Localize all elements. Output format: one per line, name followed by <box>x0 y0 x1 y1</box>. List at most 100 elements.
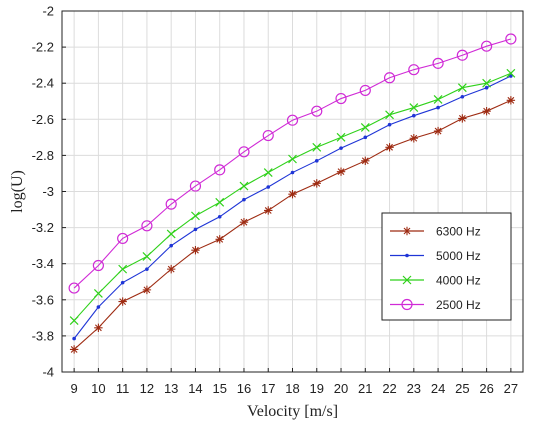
x-tick-label: 17 <box>261 381 275 396</box>
data-point <box>290 170 295 175</box>
x-tick-label: 9 <box>71 381 78 396</box>
data-point <box>456 49 468 61</box>
data-point <box>460 94 465 99</box>
x-tick-label: 14 <box>188 381 202 396</box>
y-tick-labels: -4 -3.8 -3.6 -3.4 -3.2 -3 -2.8 -2.6 -2.4 -2.2 -2 <box>32 4 54 380</box>
x-tick-label: 25 <box>455 381 469 396</box>
data-point <box>288 154 297 164</box>
data-point <box>481 40 493 52</box>
data-point <box>93 289 103 298</box>
data-point <box>142 285 152 295</box>
series-line <box>73 38 512 289</box>
data-point <box>238 146 250 158</box>
series-4000-hz <box>69 68 516 325</box>
x-tick-label: 23 <box>407 381 421 396</box>
data-point <box>385 143 394 152</box>
x-tick-labels: 9 10 11 12 13 14 15 16 17 18 19 20 21 22 23 24 25 26 27 <box>71 381 519 396</box>
data-point <box>191 245 200 255</box>
data-point <box>505 33 517 45</box>
legend-label: 4000 Hz <box>436 274 481 288</box>
legend-marker <box>405 253 409 258</box>
data-point <box>92 259 104 272</box>
x-tick-label: 11 <box>116 381 130 396</box>
data-point <box>484 85 489 90</box>
data-point <box>409 103 419 112</box>
x-tick-label: 13 <box>164 381 178 396</box>
data-point <box>409 134 419 143</box>
data-point <box>189 180 202 192</box>
data-point <box>94 323 103 332</box>
x-tick-label: 24 <box>431 381 445 396</box>
data-point <box>482 106 491 116</box>
data-point <box>336 167 346 176</box>
legend-label: 5000 Hz <box>436 249 481 263</box>
x-tick-label: 22 <box>382 381 396 396</box>
data-point <box>335 92 347 105</box>
data-point <box>118 297 127 306</box>
data-point <box>117 232 129 245</box>
x-tick-label: 15 <box>212 381 226 396</box>
y-tick-label: -3.2 <box>32 220 54 235</box>
data-point <box>436 105 440 110</box>
y-axis-label: log(U) <box>9 170 26 213</box>
x-tick-label: 12 <box>140 381 154 396</box>
data-point <box>166 229 176 239</box>
x-tick-label: 10 <box>91 381 105 396</box>
data-point <box>142 252 152 261</box>
x-tick-label: 26 <box>479 381 493 396</box>
data-point <box>239 217 249 227</box>
plot-area-frame <box>61 10 524 373</box>
y-tick-label: -2.6 <box>32 112 54 127</box>
x-tick-label: 27 <box>504 381 518 396</box>
data-point <box>312 142 322 152</box>
legend-marker <box>402 275 412 285</box>
legend-marker <box>402 226 412 236</box>
data-point <box>96 305 101 309</box>
data-point <box>506 68 516 78</box>
series-5000-hz <box>72 74 513 341</box>
legend-label: 6300 Hz <box>436 225 481 239</box>
data-point <box>193 227 198 232</box>
data-point <box>141 220 153 232</box>
data-point <box>359 84 371 97</box>
legend-item: 5000 Hz <box>390 249 481 263</box>
x-tick-label: 16 <box>237 381 251 396</box>
y-tick-label: -2.2 <box>32 40 54 55</box>
y-tick-label: -2.4 <box>32 76 54 91</box>
legend-marker <box>401 298 413 311</box>
data-point <box>263 168 273 177</box>
data-point <box>214 164 226 176</box>
data-point <box>217 214 222 219</box>
y-tick-label: -3.6 <box>32 292 54 307</box>
x-tick-label: 19 <box>310 381 324 396</box>
data-point <box>339 146 343 150</box>
data-point <box>68 282 80 294</box>
data-point <box>408 64 420 76</box>
legend-item: 6300 Hz <box>390 225 481 239</box>
data-point <box>412 113 416 118</box>
data-point <box>432 57 444 69</box>
series-2500-hz <box>68 33 517 294</box>
legend-item: 4000 Hz <box>390 274 481 288</box>
data-point <box>433 95 443 104</box>
data-point <box>169 243 173 248</box>
data-point <box>264 206 273 215</box>
data-point <box>69 316 79 325</box>
data-point <box>166 264 176 274</box>
data-point <box>311 105 323 117</box>
data-point <box>239 181 249 191</box>
data-point <box>145 267 149 271</box>
y-tick-label: -4 <box>42 365 54 380</box>
legend-item: 2500 Hz <box>390 298 481 312</box>
data-point <box>242 197 246 202</box>
data-point <box>506 96 516 105</box>
series-6300-hz <box>69 96 516 354</box>
data-point <box>118 264 128 274</box>
data-point <box>312 179 321 188</box>
data-point <box>72 336 76 341</box>
data-point <box>165 198 177 210</box>
data-point <box>361 156 370 166</box>
data-point <box>314 159 319 163</box>
data-point <box>383 72 396 84</box>
